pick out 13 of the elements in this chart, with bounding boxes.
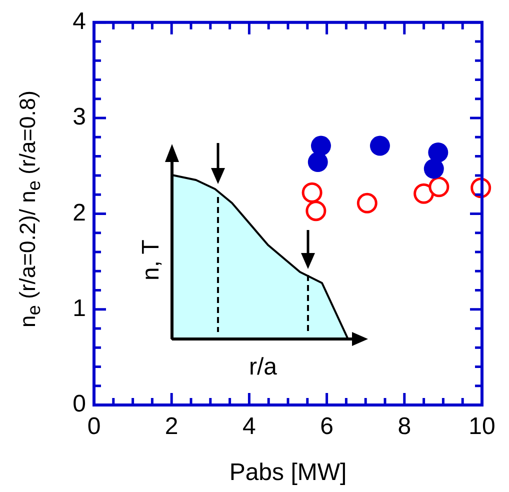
x-tick-label: 4 xyxy=(242,413,256,440)
x-tick-label: 8 xyxy=(398,413,412,440)
x-tick-label: 6 xyxy=(320,413,334,440)
y-tick-label: 1 xyxy=(72,294,86,322)
y-tick-label: 2 xyxy=(72,199,86,226)
y-tick-label: 0 xyxy=(72,390,86,418)
x-tick-label: 10 xyxy=(468,413,496,440)
y-tick-label: 3 xyxy=(72,104,86,131)
x-tick-label: 2 xyxy=(164,413,178,440)
annotation: n, T xyxy=(137,239,164,280)
x-axis-title: Pabs [MW] xyxy=(229,459,347,486)
y-tick-label: 4 xyxy=(72,8,86,36)
annotation: r/a xyxy=(248,353,278,380)
